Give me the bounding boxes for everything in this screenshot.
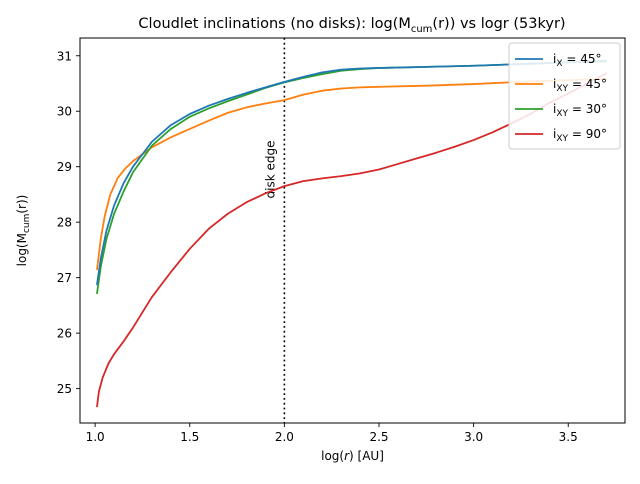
y-axis-label: log(Mcum(r)) [15, 195, 32, 267]
y-tick-label: 31 [57, 49, 72, 63]
x-tick-label: 2.0 [275, 430, 294, 444]
y-tick-label: 28 [57, 216, 72, 230]
y-tick-label: 27 [57, 271, 72, 285]
y-tick-label: 30 [57, 105, 72, 119]
legend-items: iX = 45° iXY = 45° iXY = 30° iXY = 90° [515, 52, 607, 144]
disk-edge-label: disk edge [263, 140, 277, 198]
y-tick-label: 25 [57, 382, 72, 396]
legend-box [508, 42, 621, 150]
x-tick-label: 1.5 [180, 430, 199, 444]
legend-label: iX = 45° [553, 52, 601, 69]
plot-frame [79, 37, 626, 424]
x-tick-label: 3.5 [559, 430, 578, 444]
legend: iX = 45° iXY = 45° iXY = 30° iXY = 90° [508, 42, 621, 150]
legend-label: iXY = 90° [553, 127, 607, 144]
x-axis-label: log(r) [AU] [321, 449, 384, 463]
legend-label: iXY = 30° [553, 102, 607, 119]
series-line-1 [96, 78, 607, 271]
series-line-3 [96, 72, 607, 408]
y-tick-label: 26 [57, 327, 72, 341]
chart-title: Cloudlet inclinations (no disks): log(Mc… [138, 16, 565, 35]
x-tick-label: 2.5 [369, 430, 388, 444]
axis-ticks: 1.0 1.5 2.0 2.5 3.0 3.5 25 26 27 28 29 30 31 [57, 49, 578, 444]
series-line-0 [96, 59, 607, 286]
x-tick-label: 3.0 [464, 430, 483, 444]
x-tick-label: 1.0 [86, 430, 105, 444]
legend-label: iXY = 45° [553, 77, 607, 94]
series-group [96, 59, 607, 408]
y-tick-label: 29 [57, 160, 72, 174]
